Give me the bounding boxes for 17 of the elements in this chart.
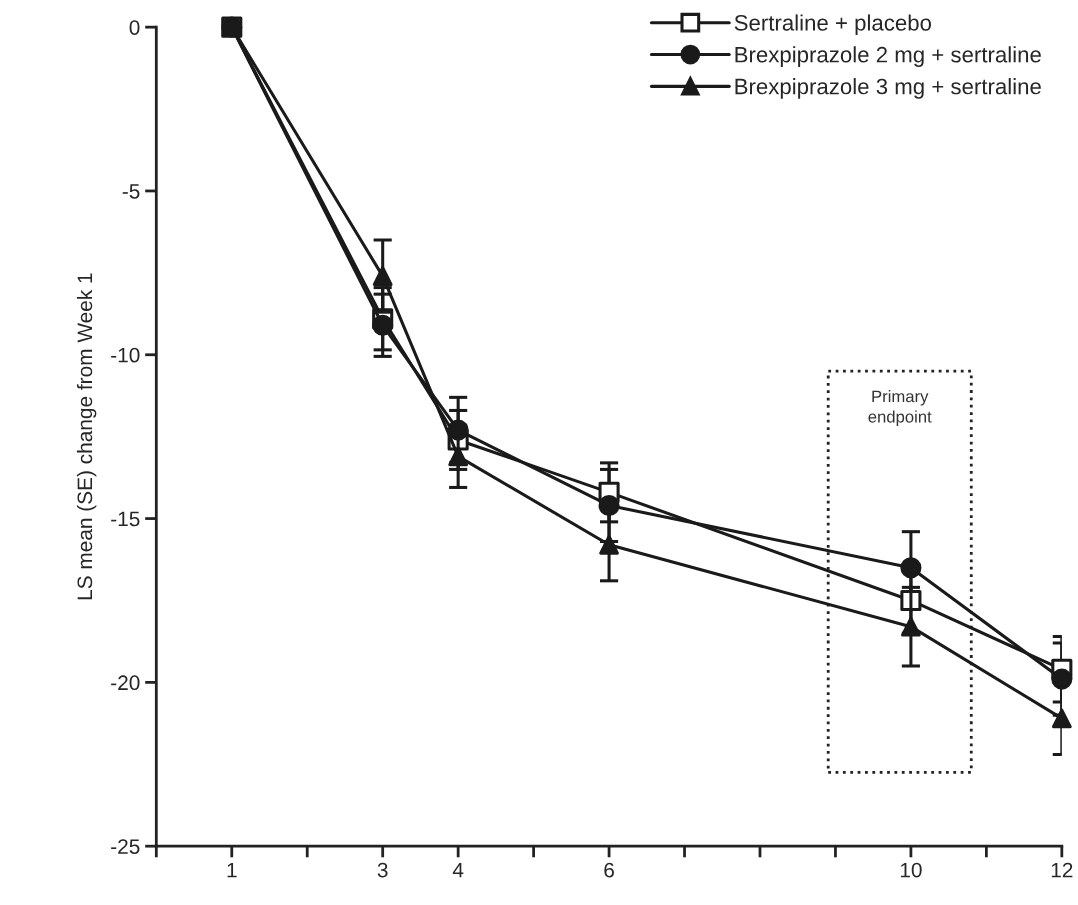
x-tick-label: 10 [900,862,922,878]
x-tick-label: 6 [604,862,614,878]
annotation: Primary endpoint [868,390,932,426]
x-tick-label: 4 [452,862,464,878]
x-tick-label: 12 [1051,862,1073,878]
legend-label: Sertraline + placebo [734,14,932,36]
y-tick-label: -10 [111,347,140,363]
y-tick-label: -25 [111,839,140,854]
x-tick-label: 3 [377,862,388,878]
y-tick-label: -15 [111,511,140,527]
y-axis-title: LS mean (SE) change from Week 1 [76,273,97,600]
x-tick-label: 1 [227,862,237,878]
y-tick-label: -5 [122,184,140,199]
legend-label: Brexpiprazole 3 mg + sertraline [735,78,1041,99]
legend-label: Brexpiprazole 2 mg + sertraline [735,46,1041,67]
y-tick-label: -20 [111,675,140,691]
y-tick-label: 0 [129,20,140,35]
